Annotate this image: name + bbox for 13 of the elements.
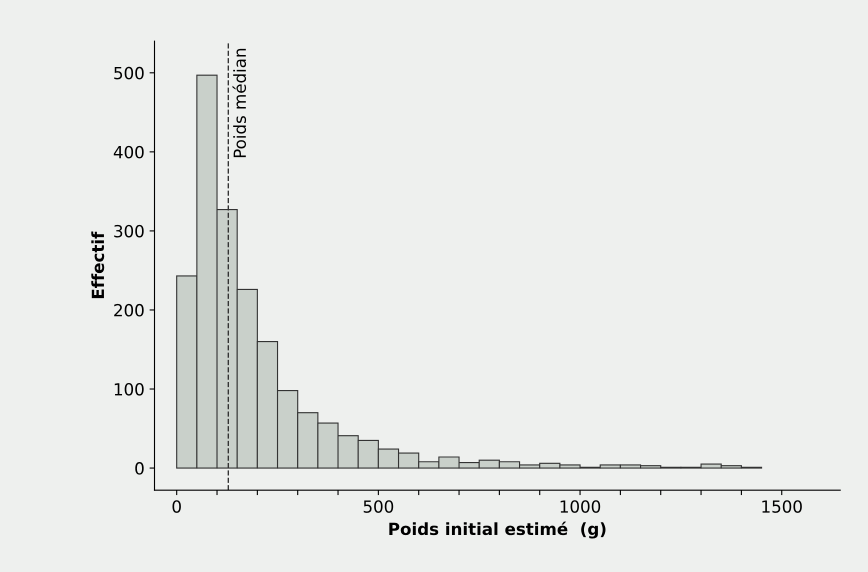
x-tick-label: 0	[172, 500, 181, 513]
x-tick-label: 500	[364, 500, 394, 513]
x-tick-label: 1000	[560, 500, 600, 513]
y-tick-label: 100	[114, 382, 144, 396]
y-tick-label: 0	[135, 462, 144, 475]
ref-line-label: Poids médian	[232, 48, 246, 158]
x-tick-label: 1500	[762, 500, 802, 513]
y-tick-label: 400	[114, 146, 144, 158]
y-tick-label: 500	[114, 66, 144, 80]
y-tick-label: 300	[114, 224, 144, 238]
y-tick-label: 200	[114, 304, 144, 317]
y-axis-title: Effectif	[91, 232, 104, 298]
x-axis-title: Poids initial estimé (g)	[389, 522, 606, 539]
